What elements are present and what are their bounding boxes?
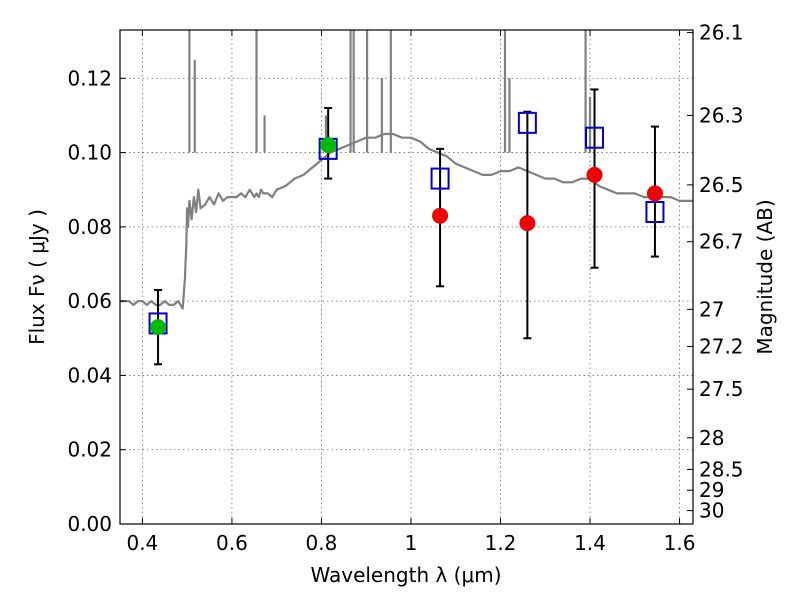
y-tick-label: 0.12 <box>67 66 112 90</box>
plot-frame <box>119 29 694 525</box>
right-tick-label: 28.5 <box>699 457 744 481</box>
right-tick-label: 30 <box>699 499 724 523</box>
right-tick-label: 29 <box>699 478 724 502</box>
right-tick-label: 27.5 <box>699 377 744 401</box>
observed-flux-point <box>519 215 536 232</box>
right-tick-label: 27.2 <box>699 334 744 358</box>
model-spectrum-line <box>120 132 693 310</box>
right-axis-label: Magnitude (AB) <box>753 199 777 354</box>
right-tick-label: 26.1 <box>699 21 744 45</box>
observed-flux-point <box>586 166 603 183</box>
x-tick-label: 1.2 <box>485 531 517 555</box>
y-axis-label: Flux Fν ( μJy ) <box>25 209 49 345</box>
model-photometry-square <box>430 167 450 190</box>
right-tick-label: 27 <box>699 297 724 321</box>
y-tick-label: 0.06 <box>67 289 112 313</box>
ticks: 0.4 0.6 0.8 1 1.2 1.4 1.6 0.00 0.02 0.04 0.06 0.08 0… <box>67 21 743 555</box>
right-tick-label: 28 <box>699 426 724 450</box>
right-tick-label: 26.7 <box>699 230 744 254</box>
right-tick-label: 26.3 <box>699 103 744 127</box>
observed-flux-point <box>646 185 663 202</box>
data-layer <box>120 30 693 366</box>
observed-flux-point <box>432 207 449 224</box>
model-photometry-square <box>645 201 665 223</box>
x-tick-label: 1.6 <box>664 531 696 555</box>
y-tick-label: 0.10 <box>67 141 112 165</box>
observed-flux-point <box>320 137 337 154</box>
x-tick-label: 1.4 <box>574 531 606 555</box>
x-tick-label: 0.4 <box>126 531 158 555</box>
plot-area <box>120 30 693 524</box>
x-tick-label: 1 <box>405 531 418 555</box>
x-tick-label: 0.6 <box>216 531 248 555</box>
y-tick-label: 0.04 <box>67 363 112 387</box>
right-tick-label: 26.5 <box>699 173 744 197</box>
y-tick-label: 0.02 <box>67 438 112 462</box>
y-tick-label: 0.00 <box>67 512 112 536</box>
x-tick-label: 0.8 <box>306 531 338 555</box>
model-photometry-square <box>585 126 605 149</box>
y-tick-label: 0.08 <box>67 215 112 239</box>
observed-flux-point <box>150 319 167 336</box>
model-photometry-square <box>517 111 537 134</box>
x-axis-label: Wavelength λ (μm) <box>310 563 501 587</box>
